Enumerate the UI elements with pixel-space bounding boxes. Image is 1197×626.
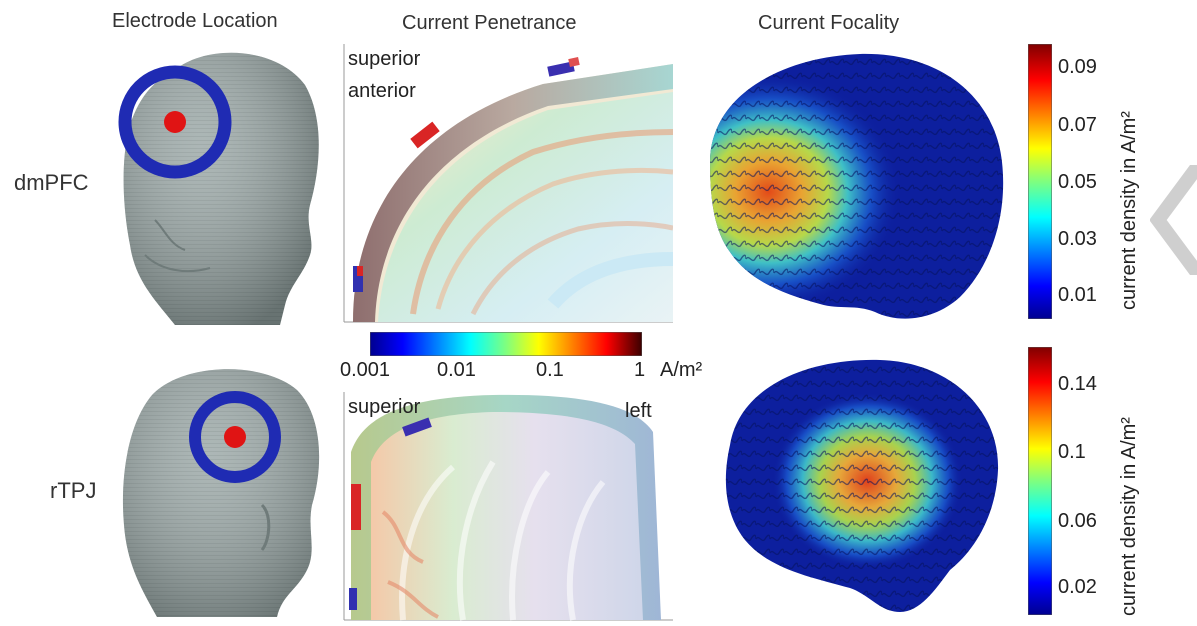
penetrance-slice-rtpj: [343, 392, 673, 622]
row-label-rtpj: rTPJ: [50, 478, 96, 504]
focality-colorbar2-tick: 0.1: [1058, 441, 1086, 464]
focality-colorbar1-tick: 0.07: [1058, 114, 1097, 137]
focality-colorbar2-tick: 0.14: [1058, 373, 1097, 396]
focality-colorbar1-tick: 0.05: [1058, 171, 1097, 194]
head-model-dmpfc: [115, 40, 330, 330]
focality-colorbar2-tick: 0.02: [1058, 576, 1097, 599]
electrode-center: [224, 426, 246, 448]
focality-colorbar1-tick: 0.03: [1058, 228, 1097, 251]
penetrance-colorbar-unit: A/m²: [660, 359, 702, 382]
row-label-dmpfc: dmPFC: [14, 170, 89, 196]
focality-colorbar2-tick: 0.06: [1058, 510, 1097, 533]
focality-colorbar-dmpfc: [1028, 44, 1052, 319]
penetrance-top-label-superior: superior: [348, 46, 420, 72]
focality-colorbar1-tick: 0.09: [1058, 56, 1097, 79]
focality-brain-dmpfc: [690, 42, 1015, 327]
electrode-center: [164, 111, 186, 133]
focality-colorbar1-tick: 0.01: [1058, 284, 1097, 307]
penetrance-colorbar-tick: 0.1: [536, 359, 564, 382]
penetrance-bottom-label-superior: superior: [348, 394, 420, 420]
head-model-rtpj: [112, 355, 332, 620]
penetrance-colorbar-tick: 0.01: [437, 359, 476, 382]
penetrance-colorbar-tick: 1: [634, 359, 645, 382]
penetrance-colorbar: [370, 332, 642, 356]
chevron-left-icon: [1150, 165, 1197, 275]
penetrance-top-label-anterior: anterior: [348, 78, 416, 104]
column-title-current-penetrance: Current Penetrance: [402, 12, 577, 35]
focality-colorbar-rtpj: [1028, 347, 1052, 615]
focality-colorbar2-label: current density in A/m²: [1118, 417, 1141, 616]
penetrance-colorbar-tick: 0.001: [340, 359, 390, 382]
focality-colorbar1-label: current density in A/m²: [1118, 111, 1141, 310]
column-title-current-focality: Current Focality: [758, 12, 899, 35]
column-title-electrode-location: Electrode Location: [112, 10, 278, 33]
penetrance-bottom-label-left: left: [625, 398, 652, 424]
focality-brain-rtpj: [700, 350, 1010, 620]
